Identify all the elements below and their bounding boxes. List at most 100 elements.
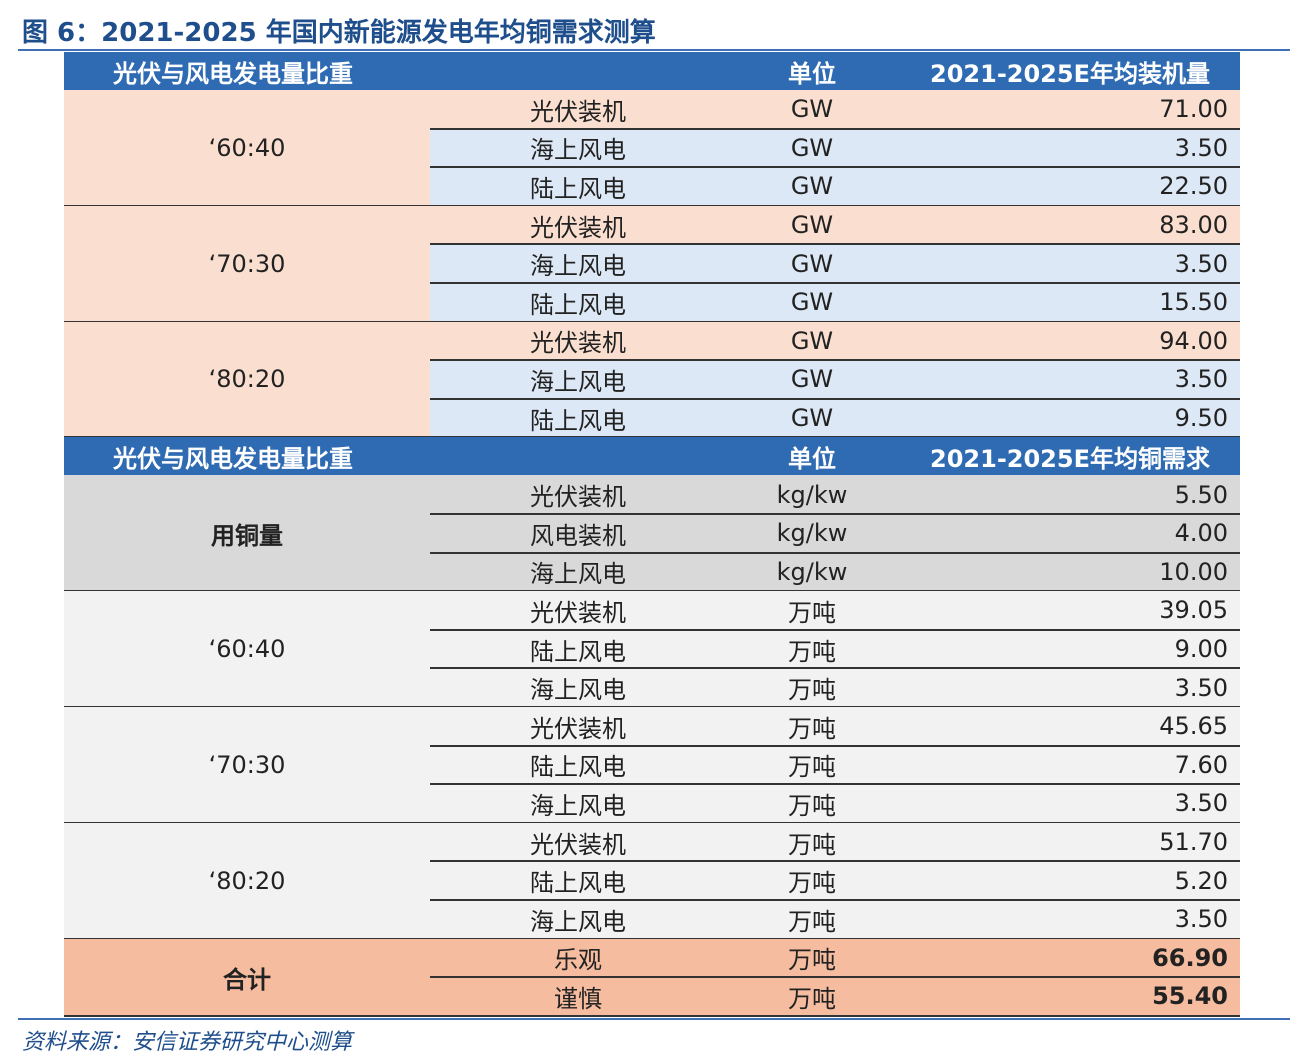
- item: 风电装机: [530, 521, 626, 550]
- group-cell-bg: [64, 707, 430, 823]
- unit: GW: [790, 172, 834, 201]
- row-line: [430, 513, 1240, 515]
- bottom-rule: [18, 1018, 1290, 1020]
- item: 海上风电: [530, 791, 626, 820]
- row-bg: [430, 205, 1240, 245]
- unit: GW: [790, 326, 834, 355]
- value: 22.50: [1159, 172, 1228, 201]
- header-cell: 单位: [730, 52, 894, 90]
- item: 海上风电: [530, 136, 626, 165]
- item: 陆上风电: [530, 637, 626, 666]
- value: 5.20: [1174, 866, 1228, 895]
- row-line: [430, 628, 1240, 631]
- unit: 万吨: [788, 984, 836, 1013]
- value: 3.50: [1174, 365, 1228, 394]
- item: 光伏装机: [530, 830, 626, 859]
- unit: 万吨: [788, 869, 836, 898]
- value: 9.00: [1174, 635, 1228, 664]
- row-bg: [430, 861, 1240, 900]
- row-bg: [430, 977, 1240, 1016]
- item: 海上风电: [530, 676, 626, 705]
- row-bg: [430, 591, 1240, 630]
- value: 55.40: [1152, 982, 1228, 1011]
- header-cell: 2021-2025E年均铜需求: [900, 437, 1240, 476]
- row-line: [430, 667, 1240, 670]
- value: 9.50: [1174, 404, 1228, 433]
- value: 3.50: [1174, 673, 1228, 702]
- unit: 万吨: [788, 830, 836, 859]
- group-label: ‘80:20: [208, 365, 286, 394]
- row-bg: [430, 321, 1240, 361]
- unit: GW: [790, 95, 834, 124]
- row-bg: [430, 514, 1240, 553]
- unit: GW: [790, 365, 834, 394]
- item: 陆上风电: [530, 869, 626, 898]
- value: 3.50: [1174, 249, 1228, 278]
- group-line: [64, 1014, 1240, 1017]
- source: 资料来源：安信证券研究中心测算: [22, 1030, 353, 1055]
- group-label: ‘70:30: [208, 249, 286, 278]
- group-label: ‘70:30: [208, 750, 286, 779]
- unit: 万吨: [788, 637, 836, 666]
- row-line: [430, 282, 1240, 284]
- value: 15.50: [1159, 288, 1228, 317]
- value: 83.00: [1159, 211, 1228, 240]
- value: 71.00: [1159, 95, 1228, 124]
- unit: 万吨: [788, 753, 836, 782]
- header-cell: 2021-2025E年均装机量: [900, 52, 1240, 90]
- value: 3.50: [1174, 133, 1228, 162]
- header-cell: 光伏与风电发电量比重: [113, 52, 353, 90]
- row-bg: [430, 360, 1240, 399]
- row-bg: [430, 900, 1240, 939]
- group-cell-bg: [64, 475, 430, 592]
- unit: 万吨: [788, 714, 836, 743]
- item: 陆上风电: [530, 406, 626, 435]
- row-bg: [430, 283, 1240, 322]
- unit: 万吨: [788, 791, 836, 820]
- value: 4.00: [1174, 519, 1228, 548]
- row-bg: [430, 475, 1240, 514]
- row-bg: [430, 784, 1240, 823]
- row-bg: [430, 629, 1240, 669]
- row-bg: [430, 668, 1240, 707]
- unit: 万吨: [788, 907, 836, 936]
- item: 光伏装机: [530, 213, 626, 242]
- unit: GW: [790, 211, 834, 240]
- unit: GW: [790, 288, 834, 317]
- row-line: [430, 899, 1240, 901]
- value: 94.00: [1159, 326, 1228, 355]
- unit: 万吨: [788, 676, 836, 705]
- item: 陆上风电: [530, 290, 626, 319]
- unit: 万吨: [788, 598, 836, 627]
- value: 7.60: [1174, 750, 1228, 779]
- group-label: ‘60:40: [208, 133, 286, 162]
- item: 陆上风电: [530, 174, 626, 203]
- group-cell-bg: [64, 938, 430, 1016]
- row-line: [430, 783, 1240, 786]
- row-bg: [430, 745, 1240, 785]
- group-label: ‘60:40: [208, 635, 286, 664]
- value: 39.05: [1159, 596, 1228, 625]
- value: 3.50: [1174, 905, 1228, 934]
- value: 51.70: [1159, 828, 1228, 857]
- group-cell-bg: [64, 822, 430, 939]
- row-line: [430, 127, 1240, 130]
- item: 谨慎: [554, 984, 602, 1013]
- item: 光伏装机: [530, 598, 626, 627]
- item: 陆上风电: [530, 753, 626, 782]
- row-bg: [430, 398, 1240, 438]
- unit: GW: [790, 249, 834, 278]
- group-label: 用铜量: [211, 521, 283, 550]
- item: 海上风电: [530, 252, 626, 281]
- title-rule: [18, 49, 1290, 51]
- unit: kg/kw: [776, 557, 848, 586]
- row-line: [430, 551, 1240, 554]
- unit: kg/kw: [776, 519, 848, 548]
- value: 3.50: [1174, 789, 1228, 818]
- row-line: [430, 397, 1240, 400]
- row-bg: [430, 244, 1240, 283]
- row-bg: [430, 707, 1240, 746]
- unit: GW: [790, 404, 834, 433]
- item: 海上风电: [530, 907, 626, 936]
- value: 45.65: [1159, 712, 1228, 741]
